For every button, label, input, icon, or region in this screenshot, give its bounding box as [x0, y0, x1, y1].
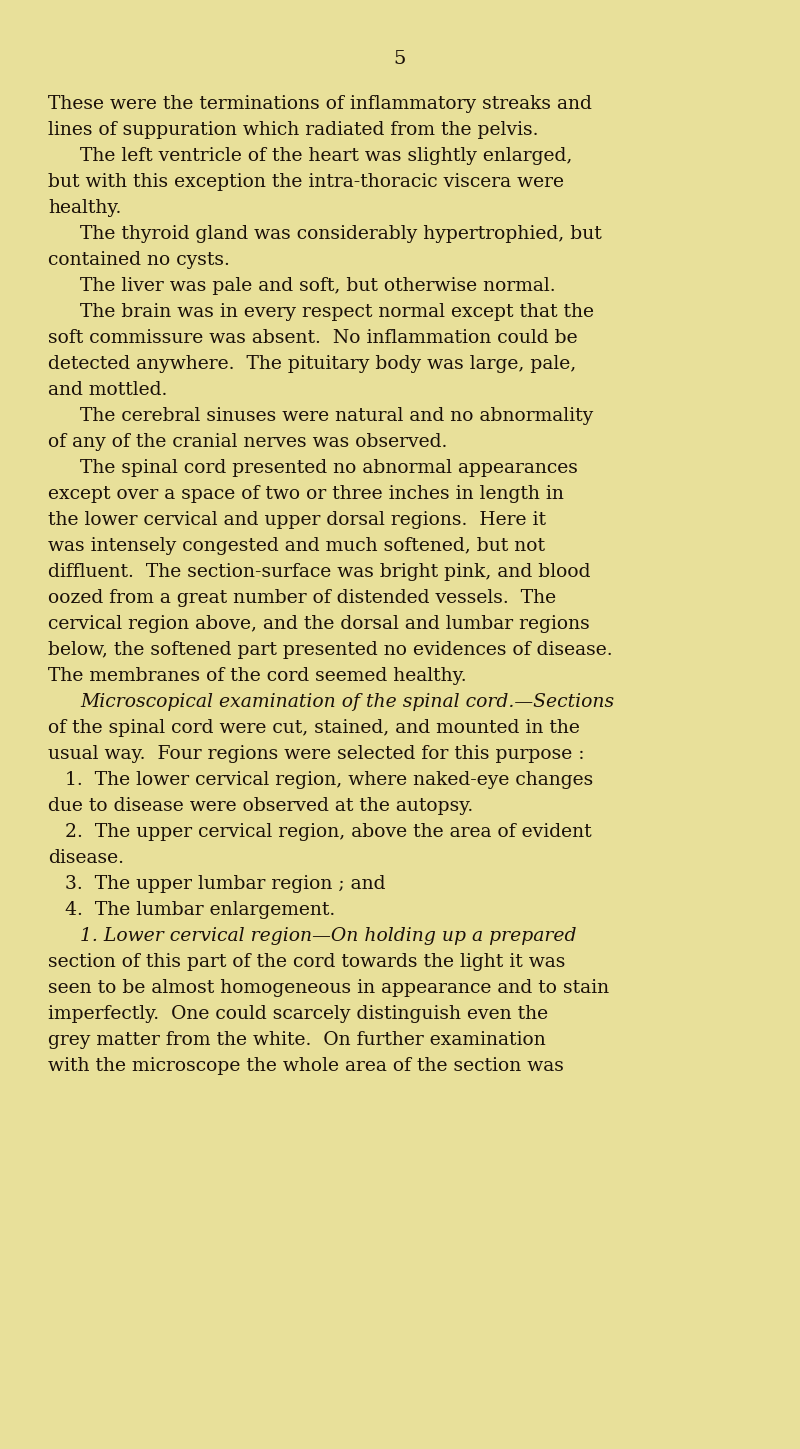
Text: 1.  The lower cervical region, where naked-eye changes: 1. The lower cervical region, where nake… — [65, 771, 594, 790]
Text: Microscopical examination of the spinal cord.—Sections: Microscopical examination of the spinal … — [80, 693, 614, 711]
Text: usual way.  Four regions were selected for this purpose :: usual way. Four regions were selected fo… — [48, 745, 585, 764]
Text: The brain was in every respect normal except that the: The brain was in every respect normal ex… — [80, 303, 594, 322]
Text: grey matter from the white.  On further examination: grey matter from the white. On further e… — [48, 1032, 546, 1049]
Text: The spinal cord presented no abnormal appearances: The spinal cord presented no abnormal ap… — [80, 459, 578, 477]
Text: These were the terminations of inflammatory streaks and: These were the terminations of inflammat… — [48, 96, 592, 113]
Text: disease.: disease. — [48, 849, 124, 867]
Text: detected anywhere.  The pituitary body was large, pale,: detected anywhere. The pituitary body wa… — [48, 355, 576, 372]
Text: oozed from a great number of distended vessels.  The: oozed from a great number of distended v… — [48, 588, 556, 607]
Text: seen to be almost homogeneous in appearance and to stain: seen to be almost homogeneous in appeara… — [48, 980, 609, 997]
Text: of the spinal cord were cut, stained, and mounted in the: of the spinal cord were cut, stained, an… — [48, 719, 580, 738]
Text: The thyroid gland was considerably hypertrophied, but: The thyroid gland was considerably hyper… — [80, 225, 602, 243]
Text: was intensely congested and much softened, but not: was intensely congested and much softene… — [48, 538, 545, 555]
Text: The liver was pale and soft, but otherwise normal.: The liver was pale and soft, but otherwi… — [80, 277, 556, 296]
Text: 5: 5 — [394, 51, 406, 68]
Text: with the microscope the whole area of the section was: with the microscope the whole area of th… — [48, 1056, 564, 1075]
Text: but with this exception the intra-thoracic viscera were: but with this exception the intra-thorac… — [48, 172, 564, 191]
Text: soft commissure was absent.  No inflammation could be: soft commissure was absent. No inflammat… — [48, 329, 578, 346]
Text: diffluent.  The section-surface was bright pink, and blood: diffluent. The section-surface was brigh… — [48, 564, 590, 581]
Text: below, the softened part presented no evidences of disease.: below, the softened part presented no ev… — [48, 640, 613, 659]
Text: imperfectly.  One could scarcely distinguish even the: imperfectly. One could scarcely distingu… — [48, 1006, 548, 1023]
Text: except over a space of two or three inches in length in: except over a space of two or three inch… — [48, 485, 564, 503]
Text: The membranes of the cord seemed healthy.: The membranes of the cord seemed healthy… — [48, 667, 466, 685]
Text: The cerebral sinuses were natural and no abnormality: The cerebral sinuses were natural and no… — [80, 407, 594, 425]
Text: and mottled.: and mottled. — [48, 381, 167, 398]
Text: 3.  The upper lumbar region ; and: 3. The upper lumbar region ; and — [65, 875, 386, 893]
Text: lines of suppuration which radiated from the pelvis.: lines of suppuration which radiated from… — [48, 122, 538, 139]
Text: 4.  The lumbar enlargement.: 4. The lumbar enlargement. — [65, 901, 335, 919]
Text: The left ventricle of the heart was slightly enlarged,: The left ventricle of the heart was slig… — [80, 146, 572, 165]
Text: the lower cervical and upper dorsal regions.  Here it: the lower cervical and upper dorsal regi… — [48, 511, 546, 529]
Text: 1. Lower cervical region—On holding up a prepared: 1. Lower cervical region—On holding up a… — [80, 927, 577, 945]
Text: healthy.: healthy. — [48, 199, 122, 217]
Text: 2.  The upper cervical region, above the area of evident: 2. The upper cervical region, above the … — [65, 823, 592, 840]
Text: section of this part of the cord towards the light it was: section of this part of the cord towards… — [48, 953, 566, 971]
Text: of any of the cranial nerves was observed.: of any of the cranial nerves was observe… — [48, 433, 447, 451]
Text: due to disease were observed at the autopsy.: due to disease were observed at the auto… — [48, 797, 474, 814]
Text: cervical region above, and the dorsal and lumbar regions: cervical region above, and the dorsal an… — [48, 614, 590, 633]
Text: contained no cysts.: contained no cysts. — [48, 251, 230, 270]
